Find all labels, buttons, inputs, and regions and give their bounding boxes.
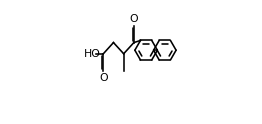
Text: O: O [130,14,138,24]
Text: O: O [99,73,108,83]
Text: HO: HO [84,49,101,59]
